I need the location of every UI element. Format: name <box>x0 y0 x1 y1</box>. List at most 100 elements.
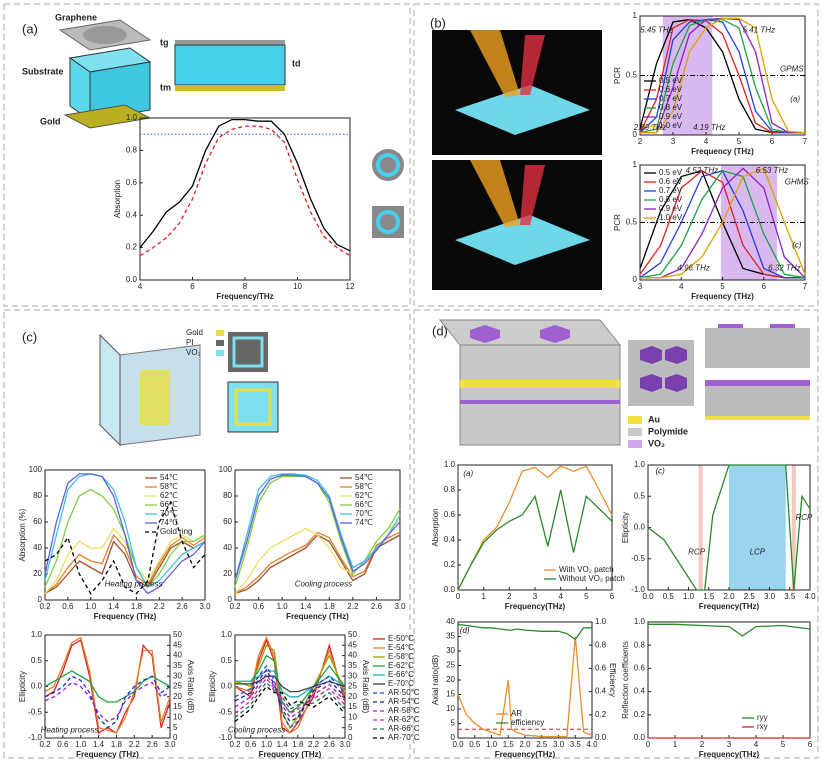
series-line <box>457 636 593 738</box>
x-tick-label: 1.0 <box>261 740 273 749</box>
x-axis-label: Frequency (THz) <box>691 147 754 156</box>
annotation: (a) <box>463 469 473 478</box>
y2-tick-label: 5 <box>348 723 353 732</box>
series-line <box>234 677 346 715</box>
x-tick-label: 0.2 <box>229 740 241 749</box>
legend-label: E-70°C <box>388 679 414 688</box>
y-tick-label: 1.0 <box>31 630 43 639</box>
x-tick-label: 1.8 <box>292 740 304 749</box>
y-tick-label: 5 <box>451 719 456 728</box>
x-axis-label: Frequency(THz) <box>699 602 760 611</box>
legend-label: E-58°C <box>388 652 414 661</box>
x-tick-label: 2 <box>638 137 643 146</box>
x-tick-label: 1.4 <box>277 740 289 749</box>
x-axis-label: Frequency(THz) <box>699 750 760 759</box>
y-axis-label: Ellipticity <box>621 512 630 543</box>
y-tick-label: 0 <box>228 595 233 604</box>
y2-tick-label: 50 <box>173 630 182 639</box>
y-axis-label: Absorption <box>113 180 122 218</box>
diagram-label: td <box>292 58 301 68</box>
x-tick-label: 3.0 <box>339 740 351 749</box>
y-tick-label: 0.8 <box>126 146 138 155</box>
x-tick-label: 3 <box>533 592 538 601</box>
x-tick-label: 2.2 <box>129 740 141 749</box>
y-tick-label: 0 <box>633 275 638 284</box>
x-tick-label: 3.5 <box>570 740 582 749</box>
y2-tick-label: 0.6 <box>595 664 607 673</box>
legend-label: 0.5 eV <box>659 168 683 177</box>
y2-tick-label: 0.4 <box>595 687 607 696</box>
series-line <box>44 636 171 734</box>
y-tick-label: 100 <box>219 465 233 474</box>
x-tick-label: 4 <box>704 137 709 146</box>
legend-label: 70℃ <box>355 509 373 518</box>
x-tick-label: 2.6 <box>177 602 189 611</box>
x-tick-label: 4.0 <box>804 592 816 601</box>
structure-a <box>58 19 404 238</box>
legend-label: 54℃ <box>160 473 178 482</box>
legend-label: 62℃ <box>160 491 178 500</box>
structure-c <box>99 330 279 447</box>
series-line <box>234 473 401 581</box>
panel-label: (b) <box>430 15 446 30</box>
y2-tick-label: 40 <box>173 651 182 660</box>
y-axis-label: Ellipticity <box>18 671 27 702</box>
y-tick-label: 0.6 <box>126 178 138 187</box>
x-tick-label: 3.0 <box>764 592 776 601</box>
legend-label: 1.0 eV <box>659 213 683 222</box>
legend-label: E-50°C <box>388 634 414 643</box>
legend-label: Au <box>648 414 660 424</box>
annotation: Cooling process <box>295 580 352 589</box>
y-tick-label: 40 <box>223 543 232 552</box>
x-tick-label: 4 <box>754 740 759 749</box>
y-axis-label: Ellipticity <box>208 671 217 702</box>
annotation: RCP <box>688 548 706 557</box>
y-tick-label: 0.0 <box>634 523 646 532</box>
legend-label: 58℃ <box>355 482 373 491</box>
x-tick-label: 2.5 <box>536 740 548 749</box>
y-axis-label: Absorption (%) <box>18 508 27 561</box>
x-axis-label: Frequency (THz) <box>286 612 349 621</box>
x-tick-label: 1.4 <box>300 602 312 611</box>
annotation: 4.19 THz <box>693 123 725 132</box>
series-line <box>44 670 171 703</box>
y-tick-label: 30 <box>446 646 455 655</box>
legend-label: E-62°C <box>388 661 414 670</box>
y2-tick-label: 10 <box>348 713 357 722</box>
y-tick-label: 20 <box>446 675 455 684</box>
x-tick-label: 2.0 <box>723 592 735 601</box>
y-tick-label: 0.0 <box>444 585 456 594</box>
x-tick-label: 0.0 <box>642 592 654 601</box>
y-tick-label: -1.0 <box>218 733 232 742</box>
y-tick-label: 100 <box>29 465 43 474</box>
series-line <box>640 17 806 134</box>
x-tick-label: 3 <box>727 740 732 749</box>
y-tick-label: 20 <box>223 569 232 578</box>
x-tick-label: 1.0 <box>486 740 498 749</box>
y-tick-label: 60 <box>33 517 42 526</box>
x-tick-label: 4 <box>558 592 563 601</box>
legend-label: AR-70°C <box>388 733 420 742</box>
legend-label: E-54°C <box>388 643 414 652</box>
x-tick-label: 4.0 <box>586 740 598 749</box>
y2-tick-label: 10 <box>173 713 182 722</box>
legend-label: Gold ring <box>160 527 192 536</box>
y-tick-label: 20 <box>33 569 42 578</box>
series-line <box>44 473 206 595</box>
panel-label: (c) <box>22 329 37 344</box>
x-tick-label: 3.5 <box>784 592 796 601</box>
x-tick-label: 1.4 <box>108 602 120 611</box>
x-tick-label: 0.2 <box>39 602 51 611</box>
y-tick-label: 0.4 <box>634 687 646 696</box>
series-line <box>44 533 206 595</box>
y2-tick-label: 35 <box>173 661 182 670</box>
y-axis-label: PCR <box>613 67 622 84</box>
x-tick-label: 2.2 <box>308 740 320 749</box>
legend-label: 66℃ <box>160 500 178 509</box>
legend-label: AR-58°C <box>388 706 420 715</box>
diagram-label: Graphene <box>55 12 97 22</box>
y-tick-label: 60 <box>223 517 232 526</box>
y2-tick-label: 50 <box>348 630 357 639</box>
x-tick-label: 4 <box>138 282 143 291</box>
series-line <box>44 473 206 588</box>
